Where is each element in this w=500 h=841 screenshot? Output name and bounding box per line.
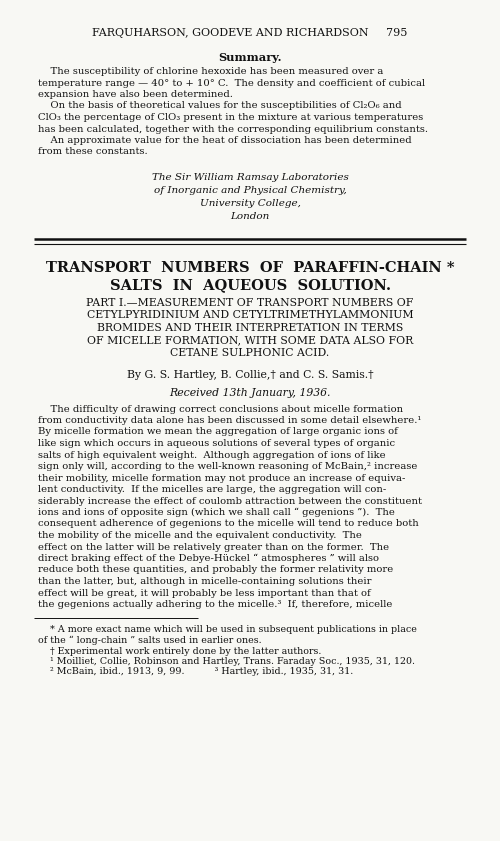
Text: OF MICELLE FORMATION, WITH SOME DATA ALSO FOR: OF MICELLE FORMATION, WITH SOME DATA ALS… — [87, 336, 413, 346]
Text: expansion have also been determined.: expansion have also been determined. — [38, 90, 233, 99]
Text: temperature range — 40° to + 10° C.  The density and coefficient of cubical: temperature range — 40° to + 10° C. The … — [38, 78, 425, 87]
Text: their mobility, micelle formation may not produce an increase of equiva-: their mobility, micelle formation may no… — [38, 473, 406, 483]
Text: of the “ long-chain ” salts used in earlier ones.: of the “ long-chain ” salts used in earl… — [38, 636, 262, 645]
Text: from conductivity data alone has been discussed in some detail elsewhere.¹: from conductivity data alone has been di… — [38, 416, 422, 425]
Text: London: London — [230, 212, 270, 221]
Text: * A more exact name which will be used in subsequent publications in place: * A more exact name which will be used i… — [38, 626, 417, 634]
Text: ² McBain, ibid., 1913, 9, 99.          ³ Hartley, ibid., 1935, 31, 31.: ² McBain, ibid., 1913, 9, 99. ³ Hartley,… — [38, 668, 353, 676]
Text: CETYLPYRIDINIUM AND CETYLTRIMETHYLAMMONIUM: CETYLPYRIDINIUM AND CETYLTRIMETHYLAMMONI… — [86, 310, 413, 320]
Text: effect on the latter will be relatively greater than on the former.  The: effect on the latter will be relatively … — [38, 542, 389, 552]
Text: University College,: University College, — [200, 199, 300, 208]
Text: ions and ions of opposite sign (which we shall call “ gegenions ”).  The: ions and ions of opposite sign (which we… — [38, 508, 395, 517]
Text: FARQUHARSON, GOODEVE AND RICHARDSON     795: FARQUHARSON, GOODEVE AND RICHARDSON 795 — [92, 28, 407, 38]
Text: Received 13th January, 1936.: Received 13th January, 1936. — [169, 388, 331, 398]
Text: PART I.—MEASUREMENT OF TRANSPORT NUMBERS OF: PART I.—MEASUREMENT OF TRANSPORT NUMBERS… — [86, 298, 413, 308]
Text: The difficulty of drawing correct conclusions about micelle formation: The difficulty of drawing correct conclu… — [38, 405, 403, 414]
Text: the mobility of the micelle and the equivalent conductivity.  The: the mobility of the micelle and the equi… — [38, 531, 362, 540]
Text: salts of high equivalent weight.  Although aggregation of ions of like: salts of high equivalent weight. Althoug… — [38, 451, 386, 459]
Text: ¹ Moilliet, Collie, Robinson and Hartley, Trans. Faraday Soc., 1935, 31, 120.: ¹ Moilliet, Collie, Robinson and Hartley… — [38, 657, 415, 666]
Text: the gegenions actually adhering to the micelle.³  If, therefore, micelle: the gegenions actually adhering to the m… — [38, 600, 393, 609]
Text: An approximate value for the heat of dissociation has been determined: An approximate value for the heat of dis… — [38, 136, 412, 145]
Text: lent conductivity.  If the micelles are large, the aggregation will con-: lent conductivity. If the micelles are l… — [38, 485, 386, 494]
Text: direct braking effect of the Debye-Hückel “ atmospheres ” will also: direct braking effect of the Debye-Hücke… — [38, 554, 379, 563]
Text: CETANE SULPHONIC ACID.: CETANE SULPHONIC ACID. — [170, 348, 330, 358]
Text: On the basis of theoretical values for the susceptibilities of Cl₂O₆ and: On the basis of theoretical values for t… — [38, 102, 402, 110]
Text: † Experimental work entirely done by the latter authors.: † Experimental work entirely done by the… — [38, 647, 322, 655]
Text: of Inorganic and Physical Chemistry,: of Inorganic and Physical Chemistry, — [154, 186, 346, 195]
Text: ClO₃ the percentage of ClO₃ present in the mixture at various temperatures: ClO₃ the percentage of ClO₃ present in t… — [38, 113, 423, 122]
Text: consequent adherence of gegenions to the micelle will tend to reduce both: consequent adherence of gegenions to the… — [38, 520, 419, 528]
Text: sign only will, according to the well-known reasoning of McBain,² increase: sign only will, according to the well-kn… — [38, 462, 418, 471]
Text: from these constants.: from these constants. — [38, 147, 148, 156]
Text: effect will be great, it will probably be less important than that of: effect will be great, it will probably b… — [38, 589, 371, 597]
Text: siderably increase the effect of coulomb attraction between the constituent: siderably increase the effect of coulomb… — [38, 496, 422, 505]
Text: TRANSPORT  NUMBERS  OF  PARAFFIN-CHAIN *: TRANSPORT NUMBERS OF PARAFFIN-CHAIN * — [46, 261, 454, 275]
Text: The Sir William Ramsay Laboratories: The Sir William Ramsay Laboratories — [152, 173, 348, 182]
Text: By micelle formation we mean the aggregation of large organic ions of: By micelle formation we mean the aggrega… — [38, 427, 398, 436]
Text: like sign which occurs in aqueous solutions of several types of organic: like sign which occurs in aqueous soluti… — [38, 439, 395, 448]
Text: reduce both these quantities, and probably the former relativity more: reduce both these quantities, and probab… — [38, 565, 393, 574]
Text: than the latter, but, although in micelle-containing solutions their: than the latter, but, although in micell… — [38, 577, 372, 586]
Text: has been calculated, together with the corresponding equilibrium constants.: has been calculated, together with the c… — [38, 124, 428, 134]
Text: By G. S. Hartley, B. Collie,† and C. S. Samis.†: By G. S. Hartley, B. Collie,† and C. S. … — [126, 371, 374, 380]
Text: The susceptibility of chlorine hexoxide has been measured over a: The susceptibility of chlorine hexoxide … — [38, 67, 384, 76]
Text: BROMIDES AND THEIR INTERPRETATION IN TERMS: BROMIDES AND THEIR INTERPRETATION IN TER… — [97, 323, 403, 333]
Text: SALTS  IN  AQUEOUS  SOLUTION.: SALTS IN AQUEOUS SOLUTION. — [110, 278, 390, 292]
Text: Summary.: Summary. — [218, 52, 282, 63]
